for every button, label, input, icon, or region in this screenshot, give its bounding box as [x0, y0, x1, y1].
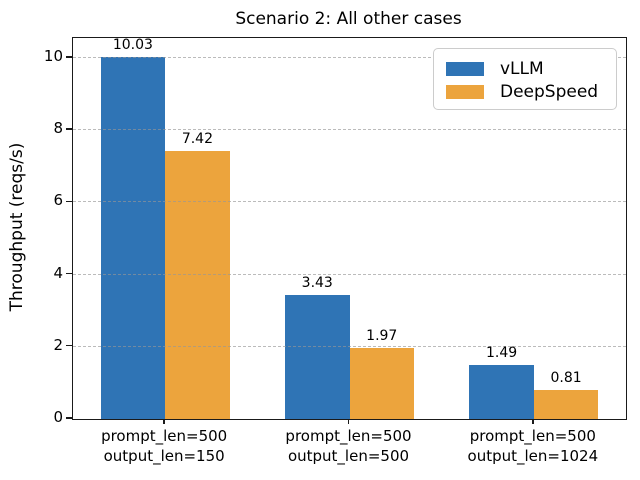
- legend-swatch-vllm-icon: [446, 61, 484, 76]
- x-tick-label-group1: prompt_len=500 output_len=150: [101, 427, 228, 465]
- legend-item-deepspeed: DeepSpeed: [446, 80, 616, 103]
- x-tick-label-group2: prompt_len=500 output_len=500: [285, 427, 412, 465]
- y-tick-mark: [66, 128, 72, 130]
- bar-value-label: 0.81: [550, 369, 582, 386]
- gridline-y8: [73, 129, 626, 131]
- y-axis-label: Throughput (reqs/s): [7, 142, 27, 312]
- gridline-y6: [73, 201, 626, 203]
- y-tick-label: 2: [53, 335, 63, 354]
- chart-title: Scenario 2: All other cases: [235, 9, 462, 29]
- y-tick-mark: [66, 272, 72, 275]
- bar-value-label: 1.49: [485, 345, 518, 362]
- y-tick-mark: [66, 200, 72, 202]
- gridline-y2: [73, 345, 626, 347]
- gridline-y10: [73, 56, 626, 58]
- y-tick-label: 4: [53, 263, 63, 282]
- y-tick-label: 10: [43, 46, 63, 65]
- x-tick-label-group3: prompt_len=500 output_len=1024: [467, 427, 599, 465]
- plot-area: 10.03 3.43 1.49 7.42 1.97 0.81: [72, 37, 627, 420]
- legend: vLLM DeepSpeed: [433, 48, 617, 110]
- legend-label-vllm: vLLM: [500, 58, 544, 79]
- legend-item-vllm: vLLM: [446, 57, 616, 80]
- legend-swatch-deepspeed-icon: [446, 84, 484, 99]
- bar-vllm-group3: [469, 365, 534, 419]
- y-tick-mark: [66, 345, 72, 347]
- bar-vllm-group2: [285, 295, 350, 419]
- x-tick-mark: [163, 419, 165, 425]
- bar-deepspeed-group2: [349, 347, 414, 419]
- y-tick-mark: [66, 56, 72, 58]
- bar-value-label: 1.97: [366, 327, 398, 344]
- y-tick-label: 6: [53, 191, 63, 210]
- gridline-y4: [73, 273, 626, 275]
- bar-value-label: 7.42: [181, 131, 213, 148]
- bar-deepspeed-group3: [533, 389, 599, 419]
- y-tick-label: 0: [53, 408, 63, 426]
- y-tick-mark: [66, 417, 72, 419]
- x-tick-mark: [532, 419, 534, 425]
- bar-value-label: 10.03: [112, 36, 153, 53]
- bar-value-label: 3.43: [301, 275, 333, 292]
- x-tick-mark: [347, 419, 350, 425]
- legend-label-deepspeed: DeepSpeed: [500, 81, 599, 102]
- y-tick-label: 8: [53, 119, 63, 138]
- bar-deepspeed-group1: [165, 151, 230, 419]
- bar-vllm-group1: [100, 56, 166, 419]
